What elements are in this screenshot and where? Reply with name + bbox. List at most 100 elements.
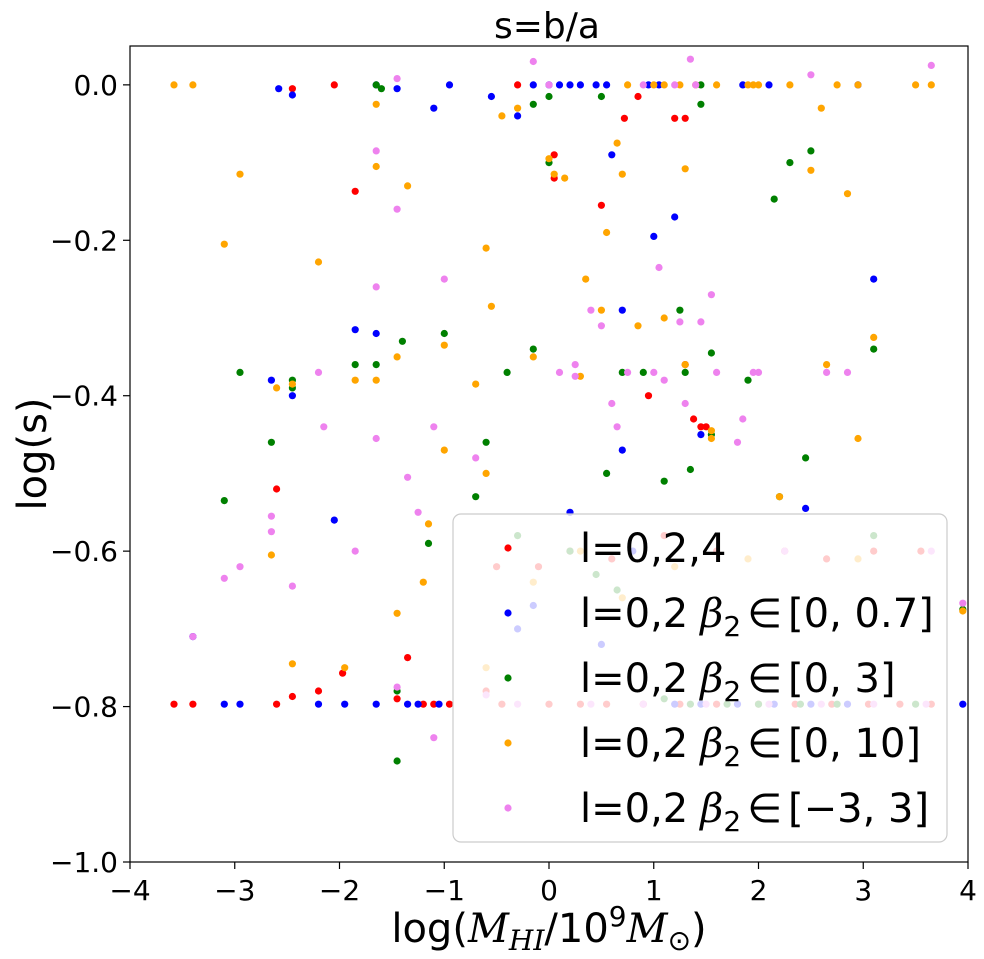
data-point	[802, 504, 810, 512]
data-point	[686, 465, 695, 474]
data-point	[566, 81, 574, 89]
data-point	[749, 81, 757, 89]
x-tick-label: 3	[854, 874, 872, 907]
data-point	[482, 438, 490, 446]
data-point	[170, 700, 178, 708]
data-point	[697, 81, 705, 89]
data-point	[404, 182, 412, 190]
data-point	[959, 607, 967, 615]
data-point	[618, 368, 626, 376]
data-point	[545, 92, 553, 101]
x-tick-label: 2	[750, 874, 768, 907]
data-point	[472, 454, 480, 462]
data-point	[419, 578, 427, 586]
data-point	[314, 368, 323, 376]
data-point	[445, 700, 454, 708]
data-point	[707, 291, 716, 299]
data-point	[823, 361, 831, 369]
data-point	[404, 654, 412, 662]
data-point	[927, 81, 935, 89]
data-point	[498, 112, 506, 120]
data-point	[749, 368, 757, 376]
x-tick-label: 4	[959, 874, 977, 907]
data-point	[676, 81, 684, 89]
data-point	[482, 244, 490, 252]
data-point	[786, 81, 794, 89]
data-point	[351, 361, 359, 369]
data-point	[655, 81, 663, 89]
data-point	[713, 368, 721, 376]
data-point	[597, 201, 606, 209]
x-tick-label: 1	[645, 874, 663, 907]
data-point	[707, 349, 716, 357]
data-point	[660, 314, 668, 322]
data-point	[393, 757, 401, 765]
data-point	[681, 399, 689, 408]
x-tick-label: −1	[424, 874, 465, 907]
data-point	[351, 187, 359, 195]
data-point	[377, 85, 385, 93]
data-point	[514, 112, 522, 120]
data-point	[676, 318, 684, 326]
data-point	[681, 368, 689, 376]
y-tick-label: 0.0	[73, 69, 118, 102]
data-point	[697, 431, 705, 439]
data-point	[393, 85, 401, 93]
data-point	[372, 100, 380, 108]
data-point	[419, 700, 427, 708]
legend-box	[452, 513, 948, 843]
data-point	[430, 104, 438, 112]
data-point	[843, 190, 852, 198]
data-point	[754, 81, 763, 89]
data-point	[739, 81, 747, 89]
data-point	[697, 423, 705, 431]
data-point	[671, 114, 679, 122]
data-point	[671, 213, 679, 221]
data-point	[618, 170, 626, 178]
data-point	[650, 81, 658, 89]
x-tick-label: −2	[319, 874, 360, 907]
data-point	[288, 392, 296, 400]
data-point	[220, 574, 228, 582]
data-point	[644, 392, 653, 400]
data-point	[613, 423, 621, 431]
data-point	[288, 380, 296, 388]
data-point	[555, 368, 564, 376]
data-point	[273, 485, 281, 493]
data-point	[618, 306, 626, 314]
data-point	[529, 100, 537, 108]
data-point	[267, 438, 275, 446]
data-point	[404, 473, 412, 481]
data-point	[372, 361, 380, 369]
data-point	[351, 326, 359, 334]
data-point	[660, 376, 668, 384]
data-point	[823, 368, 831, 376]
data-point	[372, 283, 380, 291]
y-tick-label: −0.8	[50, 691, 118, 724]
data-point	[739, 415, 747, 423]
data-point	[414, 700, 422, 708]
data-point	[744, 81, 752, 89]
legend: l=0,2,4 l=0,2 β2 ∈ [0, 0.7] l=0,2 β2 ∈ [0, 3] l=0…	[452, 513, 948, 843]
data-point	[435, 700, 443, 708]
data-point	[288, 582, 296, 590]
data-point	[351, 547, 359, 555]
data-point	[472, 493, 480, 501]
data-point	[189, 633, 197, 641]
data-point	[320, 423, 328, 431]
data-point	[372, 700, 380, 708]
data-point	[927, 61, 935, 69]
data-point	[482, 469, 490, 477]
data-point	[430, 734, 438, 742]
data-point	[660, 81, 668, 89]
data-point	[571, 361, 579, 369]
chart-title: s=b/a	[494, 6, 600, 47]
y-tick-label: −0.2	[50, 224, 118, 257]
data-point	[351, 376, 359, 384]
data-point	[744, 376, 752, 384]
data-point	[650, 232, 658, 240]
data-point	[697, 318, 705, 326]
data-point	[514, 104, 522, 112]
data-point	[372, 81, 380, 89]
